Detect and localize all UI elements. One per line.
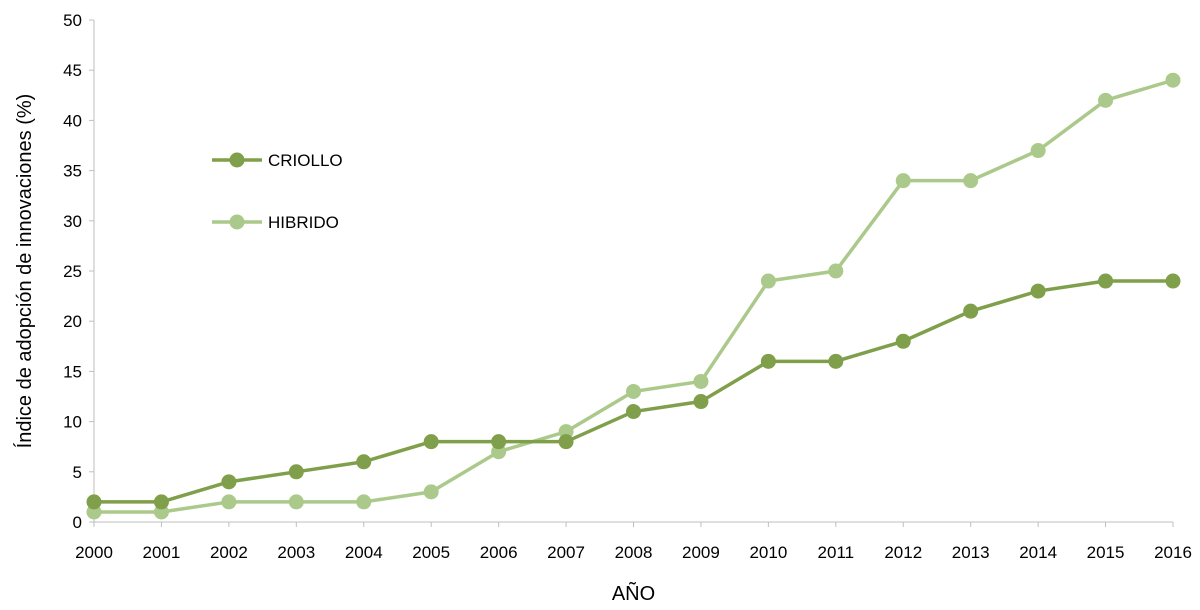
legend-label: CRIOLLO (268, 151, 343, 170)
y-tick-label: 30 (63, 212, 82, 231)
axes (93, 20, 1173, 523)
data-point (423, 484, 439, 500)
data-point (1098, 92, 1114, 108)
series-criollo (86, 273, 1181, 510)
data-point (895, 333, 911, 349)
y-tick-label: 35 (63, 162, 82, 181)
data-point (693, 373, 709, 389)
data-point (895, 173, 911, 189)
x-tick-label: 2009 (682, 543, 720, 562)
legend-label: HIBRIDO (268, 213, 339, 232)
x-tick-label: 2002 (210, 543, 248, 562)
x-tick-label: 2013 (952, 543, 990, 562)
y-tick-label: 40 (63, 111, 82, 130)
series-hibrido (86, 72, 1181, 520)
data-point (423, 434, 439, 450)
legend-item-hibrido: HIBRIDO (212, 213, 339, 232)
data-point (828, 263, 844, 279)
x-tick-label: 2006 (480, 543, 518, 562)
data-point (288, 494, 304, 510)
x-tick-label: 2011 (818, 543, 855, 562)
data-point (356, 454, 372, 470)
y-tick-label: 45 (63, 61, 82, 80)
data-point (828, 353, 844, 369)
x-tick-label: 2010 (749, 543, 787, 562)
x-tick-label: 2005 (412, 543, 450, 562)
y-tick-label: 25 (63, 262, 82, 281)
data-point (86, 494, 102, 510)
data-point (1165, 72, 1181, 88)
x-tick-label: 2014 (1019, 543, 1057, 562)
data-point (1098, 273, 1114, 289)
y-tick-label: 10 (63, 413, 82, 432)
x-tick-label: 2000 (75, 543, 113, 562)
data-point (288, 464, 304, 480)
data-point (1030, 283, 1046, 299)
data-point (558, 434, 574, 450)
legend-marker (229, 214, 245, 230)
y-tick-labels: 0 5 10 15 20 25 30 35 40 45 50 (63, 11, 94, 532)
data-point (963, 303, 979, 319)
data-point (491, 434, 507, 450)
data-point (760, 273, 776, 289)
data-point (626, 404, 641, 420)
x-tick-label: 2015 (1087, 543, 1125, 562)
x-tick-labels: 2000 2001 2002 2003 2004 2005 2006 2007 2008 2009… (75, 522, 1192, 562)
x-tick-label: 2004 (345, 543, 383, 562)
x-tick-label: 2016 (1154, 543, 1192, 562)
data-point (963, 173, 979, 189)
x-axis-title: AÑO (612, 581, 655, 605)
y-axis-title: Índice de adopción de innovaciones (%) (13, 94, 36, 449)
data-point (1165, 273, 1181, 289)
x-tick-label: 2001 (143, 543, 181, 562)
y-tick-label: 20 (63, 312, 82, 331)
x-tick-label: 2007 (547, 543, 585, 562)
data-point (1030, 143, 1046, 159)
y-tick-label: 15 (63, 362, 82, 381)
legend-item-criollo: CRIOLLO (212, 151, 343, 170)
data-point (153, 494, 169, 510)
x-tick-label: 2012 (884, 543, 922, 562)
data-point (356, 494, 372, 510)
data-point (760, 353, 776, 369)
series-line (94, 78, 1174, 514)
y-tick-label: 5 (73, 463, 82, 482)
y-tick-label: 0 (73, 513, 82, 532)
x-tick-label: 2003 (277, 543, 315, 562)
series-layer (86, 72, 1181, 520)
data-point (221, 474, 237, 490)
y-tick-label: 50 (63, 11, 82, 30)
x-tick-label: 2008 (615, 543, 653, 562)
data-point (693, 394, 709, 410)
data-point (626, 383, 641, 399)
legend-marker (229, 152, 245, 168)
data-point (221, 494, 237, 510)
legend: CRIOLLO HIBRIDO (212, 151, 343, 232)
